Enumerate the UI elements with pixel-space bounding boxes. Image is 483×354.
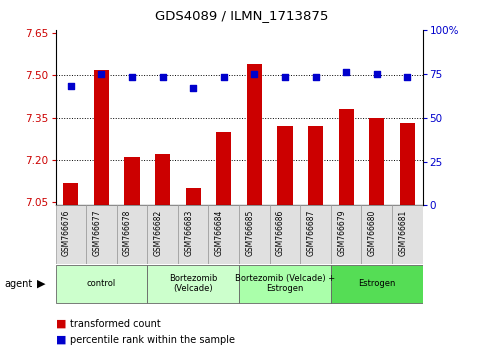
Point xyxy=(67,83,75,89)
Text: control: control xyxy=(87,279,116,288)
Text: GSM766682: GSM766682 xyxy=(154,210,163,256)
Point xyxy=(189,85,197,91)
Text: GSM766680: GSM766680 xyxy=(368,210,377,256)
Bar xyxy=(185,188,201,205)
Point xyxy=(159,75,167,80)
Point xyxy=(373,71,381,77)
Bar xyxy=(247,64,262,205)
FancyBboxPatch shape xyxy=(56,205,86,264)
Text: Estrogen: Estrogen xyxy=(358,279,396,288)
FancyBboxPatch shape xyxy=(300,205,331,264)
FancyBboxPatch shape xyxy=(56,264,147,303)
Point xyxy=(128,75,136,80)
Text: GSM766676: GSM766676 xyxy=(62,210,71,257)
Bar xyxy=(369,118,384,205)
FancyBboxPatch shape xyxy=(331,264,423,303)
Bar xyxy=(155,154,170,205)
Text: agent: agent xyxy=(5,279,33,289)
Text: ▶: ▶ xyxy=(37,279,45,289)
Text: GSM766678: GSM766678 xyxy=(123,210,132,256)
FancyBboxPatch shape xyxy=(361,205,392,264)
FancyBboxPatch shape xyxy=(239,205,270,264)
FancyBboxPatch shape xyxy=(331,205,361,264)
Text: GSM766687: GSM766687 xyxy=(307,210,315,256)
FancyBboxPatch shape xyxy=(239,264,331,303)
Bar xyxy=(216,132,231,205)
Text: GSM766686: GSM766686 xyxy=(276,210,285,256)
Text: GSM766685: GSM766685 xyxy=(245,210,255,256)
Text: GDS4089 / ILMN_1713875: GDS4089 / ILMN_1713875 xyxy=(155,9,328,22)
FancyBboxPatch shape xyxy=(392,205,423,264)
FancyBboxPatch shape xyxy=(117,205,147,264)
Point xyxy=(342,69,350,75)
Text: ■: ■ xyxy=(56,319,66,329)
FancyBboxPatch shape xyxy=(209,205,239,264)
Bar xyxy=(94,70,109,205)
Text: GSM766683: GSM766683 xyxy=(184,210,193,256)
FancyBboxPatch shape xyxy=(270,205,300,264)
Point xyxy=(281,75,289,80)
Text: Bortezomib
(Velcade): Bortezomib (Velcade) xyxy=(169,274,217,293)
Text: GSM766679: GSM766679 xyxy=(337,210,346,257)
Point xyxy=(220,75,227,80)
Point xyxy=(251,71,258,77)
FancyBboxPatch shape xyxy=(178,205,209,264)
Point xyxy=(403,75,411,80)
FancyBboxPatch shape xyxy=(86,205,117,264)
Bar xyxy=(125,157,140,205)
Text: GSM766681: GSM766681 xyxy=(398,210,407,256)
Bar xyxy=(400,123,415,205)
Text: ■: ■ xyxy=(56,335,66,345)
FancyBboxPatch shape xyxy=(147,264,239,303)
Text: transformed count: transformed count xyxy=(70,319,161,329)
Bar xyxy=(63,183,78,205)
Bar xyxy=(308,126,323,205)
Text: percentile rank within the sample: percentile rank within the sample xyxy=(70,335,235,345)
FancyBboxPatch shape xyxy=(147,205,178,264)
Bar xyxy=(339,109,354,205)
Point xyxy=(98,71,105,77)
Text: GSM766677: GSM766677 xyxy=(92,210,101,257)
Text: GSM766684: GSM766684 xyxy=(215,210,224,256)
Bar xyxy=(277,126,293,205)
Point xyxy=(312,75,319,80)
Text: Bortezomib (Velcade) +
Estrogen: Bortezomib (Velcade) + Estrogen xyxy=(235,274,335,293)
